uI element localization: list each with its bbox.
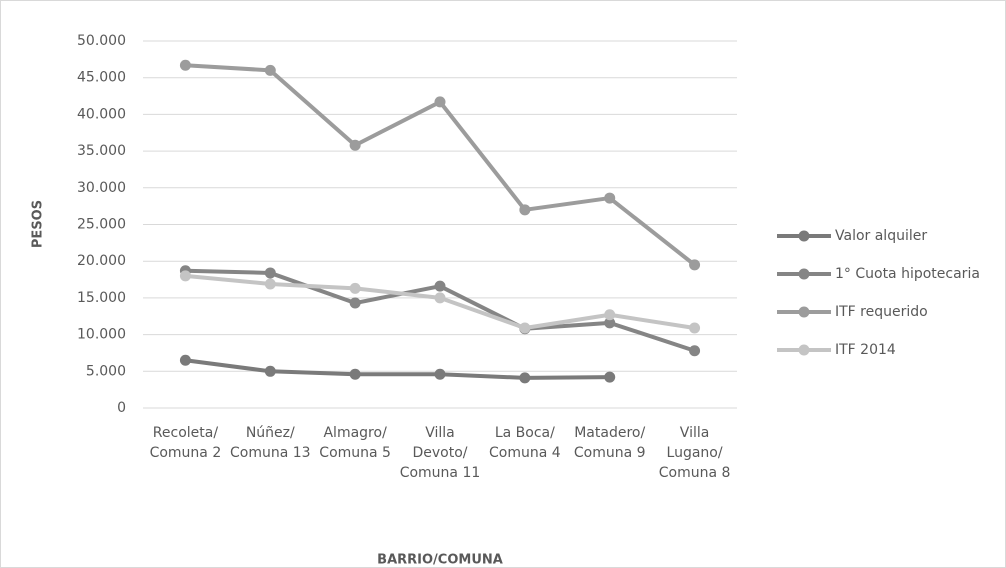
series-line [185, 358, 610, 380]
series-marker [519, 372, 531, 384]
y-tick-label: 40.000 [77, 106, 126, 122]
x-tick-label: Recoleta/Comuna 2 [150, 425, 222, 461]
series-marker [264, 64, 276, 76]
y-tick-label: 0 [117, 400, 126, 416]
legend-marker [798, 268, 810, 280]
y-tick-label: 45.000 [77, 70, 126, 86]
series-marker [349, 282, 361, 294]
x-tick-label: Villa Devoto/Comuna 11 [400, 425, 481, 481]
series-marker [604, 192, 616, 204]
y-tick-label: 15.000 [77, 290, 126, 306]
series-marker [434, 96, 446, 108]
series-marker [264, 365, 276, 377]
y-tick-label: 20.000 [77, 253, 126, 269]
series-marker [264, 278, 276, 290]
x-tick-label: La Boca/Comuna 4 [489, 425, 561, 461]
legend-marker [798, 230, 810, 242]
series-marker [434, 368, 446, 380]
legend-label: 1° Cuota hipotecaria [835, 266, 980, 282]
legend-label: ITF requerido [835, 304, 928, 320]
legend-marker [798, 306, 810, 318]
x-tick-label: Almagro/Comuna 5 [319, 425, 391, 461]
x-axis-title: BARRIO/COMUNA [377, 553, 503, 568]
series-marker [604, 317, 616, 329]
x-tick-label: Matadero/Comuna 9 [574, 425, 646, 461]
series-marker [179, 270, 191, 282]
series-marker [349, 297, 361, 309]
legend-label: ITF 2014 [835, 342, 896, 358]
series-marker [604, 371, 616, 383]
series-marker [689, 322, 701, 334]
series-marker [519, 322, 531, 334]
legend-label: Valor alquiler [835, 228, 927, 244]
series-marker [604, 309, 616, 321]
y-tick-label: 25.000 [77, 217, 126, 233]
series-marker [179, 354, 191, 366]
series-marker [689, 345, 701, 357]
series-marker [434, 292, 446, 304]
x-tick-label: Núñez/Comuna 13 [230, 425, 311, 461]
series-marker [264, 267, 276, 279]
series-marker [434, 280, 446, 292]
series-marker [349, 368, 361, 380]
y-tick-label: 30.000 [77, 180, 126, 196]
legend-marker [798, 344, 810, 356]
y-tick-label: 10.000 [77, 327, 126, 343]
series-marker [179, 59, 191, 71]
y-tick-label: 50.000 [77, 33, 126, 49]
series-marker [519, 204, 531, 216]
series-marker [689, 259, 701, 271]
y-tick-label: 5.000 [86, 363, 126, 379]
x-tick-label: Villa Lugano/Comuna 8 [659, 425, 731, 481]
y-tick-label: 35.000 [77, 143, 126, 159]
y-axis-title: PESOS [31, 200, 46, 248]
series-marker [349, 139, 361, 151]
